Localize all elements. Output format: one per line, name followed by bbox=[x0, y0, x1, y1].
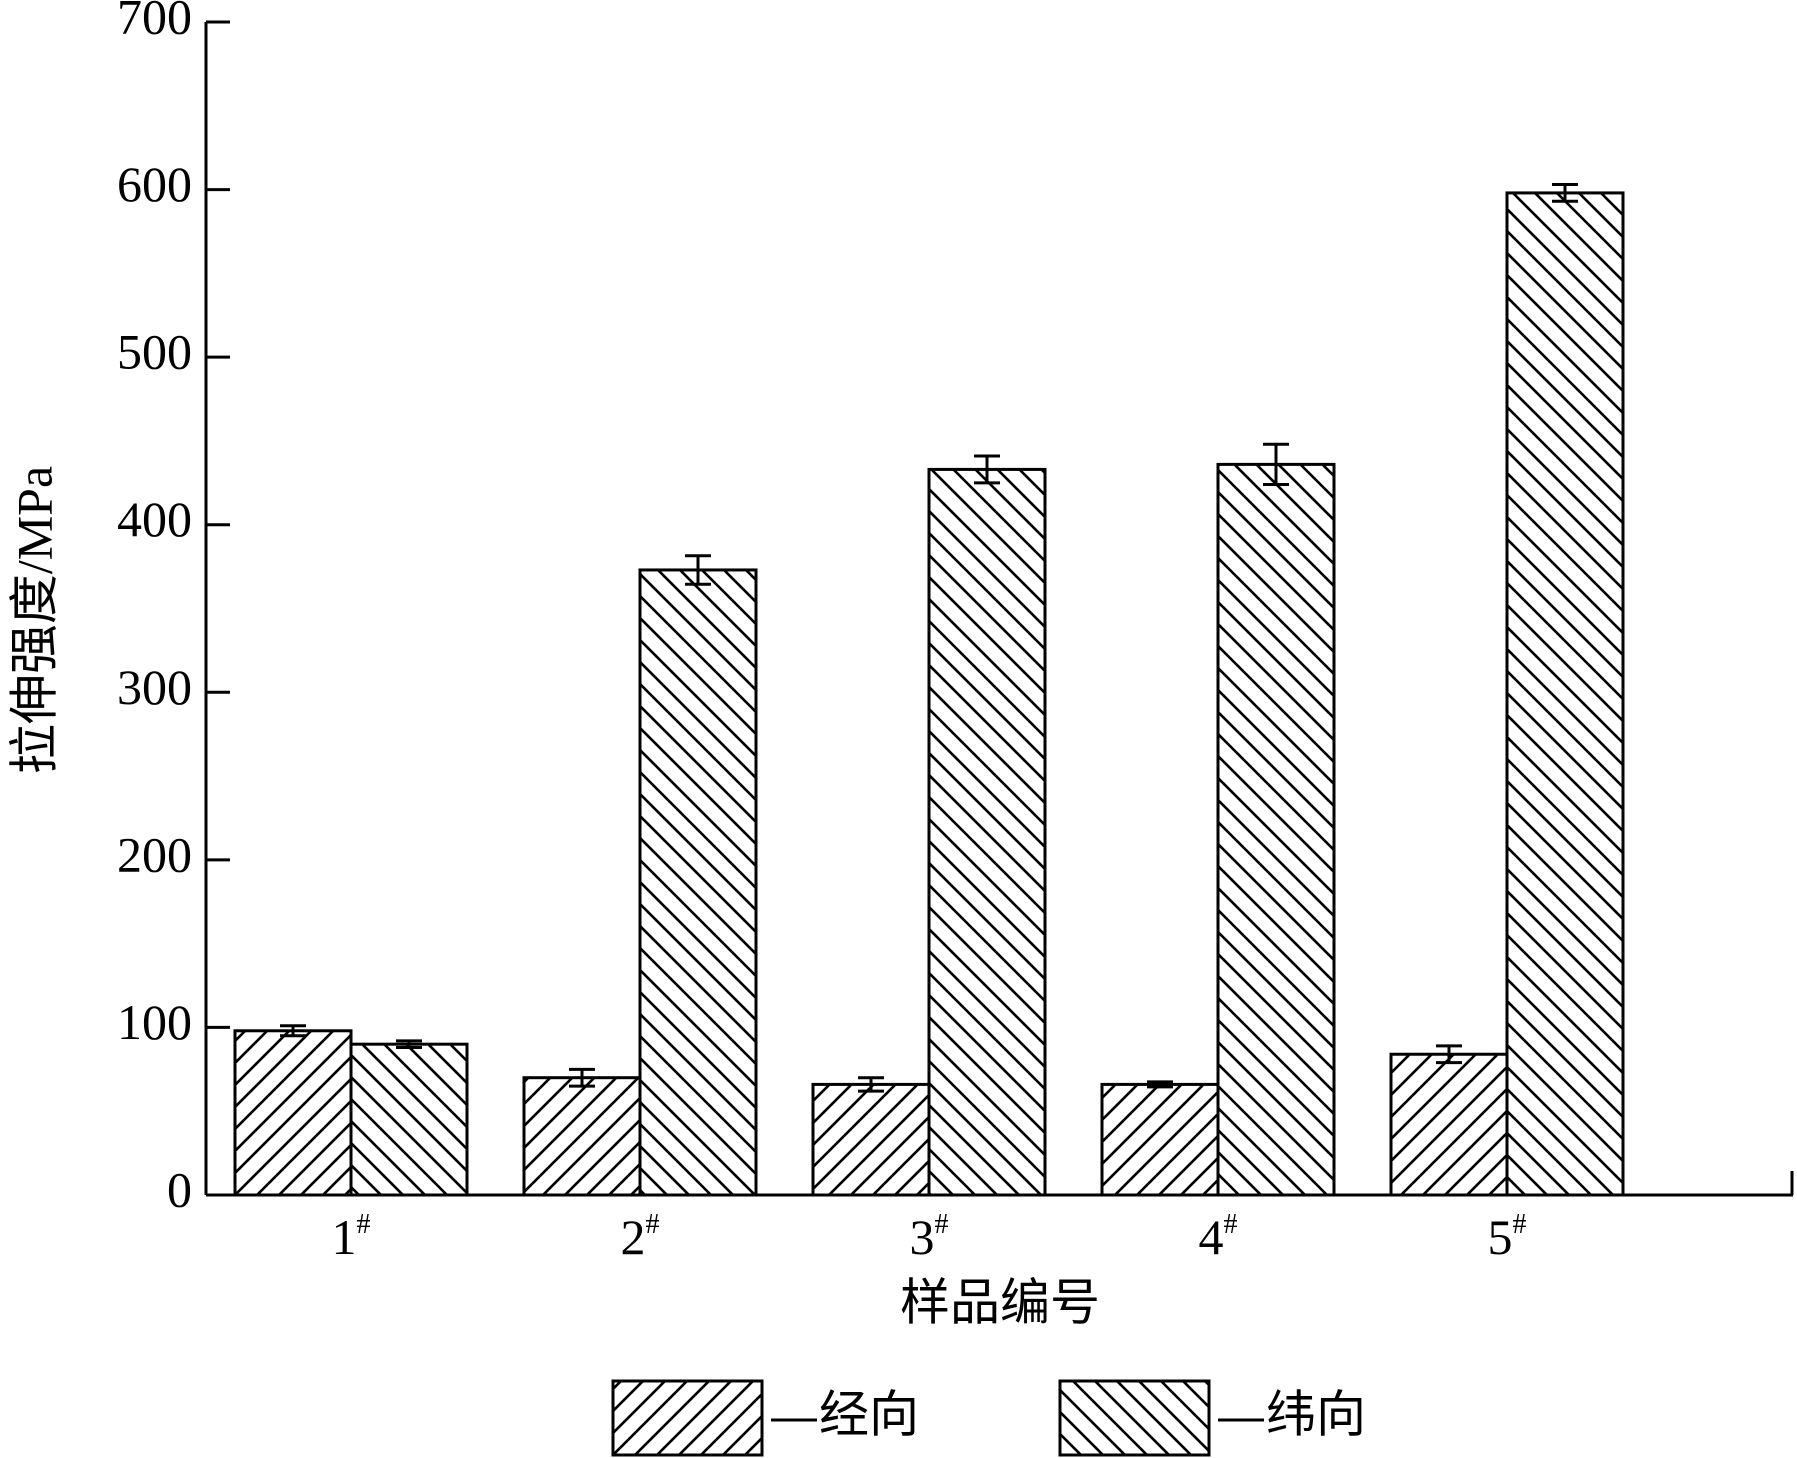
error-bar bbox=[1436, 1044, 1462, 1065]
bar bbox=[1389, 1052, 1509, 1197]
bar bbox=[1100, 1082, 1220, 1197]
bar bbox=[522, 1076, 642, 1197]
x-axis-title: 样品编号 bbox=[900, 1274, 1100, 1330]
bar bbox=[1216, 462, 1336, 1197]
y-tick-label: 0 bbox=[167, 1161, 192, 1217]
legend-label: 经向 bbox=[819, 1386, 919, 1442]
x-tick-label: 4# bbox=[1199, 1209, 1238, 1265]
error-bar bbox=[1263, 442, 1289, 486]
x-tick-label: 3# bbox=[910, 1209, 949, 1265]
bar bbox=[1505, 191, 1625, 1197]
y-tick-label: 400 bbox=[117, 491, 192, 547]
y-tick-label: 700 bbox=[117, 0, 192, 44]
bar bbox=[927, 467, 1047, 1197]
y-tick-label: 100 bbox=[117, 994, 192, 1050]
error-bar bbox=[1552, 183, 1578, 203]
error-bar bbox=[858, 1076, 884, 1093]
x-tick-label: 2# bbox=[621, 1209, 660, 1265]
y-tick-label: 500 bbox=[117, 324, 192, 380]
legend-label: 纬向 bbox=[1266, 1386, 1366, 1442]
error-bar bbox=[974, 454, 1000, 485]
error-bar bbox=[569, 1067, 595, 1088]
bar bbox=[638, 568, 758, 1197]
legend-swatch bbox=[611, 1379, 764, 1457]
error-bar bbox=[396, 1039, 422, 1050]
error-bar bbox=[1147, 1080, 1173, 1089]
bar bbox=[811, 1082, 931, 1197]
y-tick-label: 600 bbox=[117, 156, 192, 212]
y-tick-label: 200 bbox=[117, 826, 192, 882]
x-tick-label: 1# bbox=[332, 1209, 371, 1265]
y-tick-label: 300 bbox=[117, 659, 192, 715]
error-bar bbox=[685, 554, 711, 586]
y-axis-title: 拉伸强度/MPa bbox=[6, 466, 62, 774]
legend-swatch bbox=[1058, 1379, 1211, 1457]
error-bar bbox=[280, 1024, 306, 1038]
x-tick-label: 5# bbox=[1488, 1209, 1527, 1265]
bar bbox=[349, 1042, 469, 1197]
bar bbox=[233, 1029, 353, 1197]
